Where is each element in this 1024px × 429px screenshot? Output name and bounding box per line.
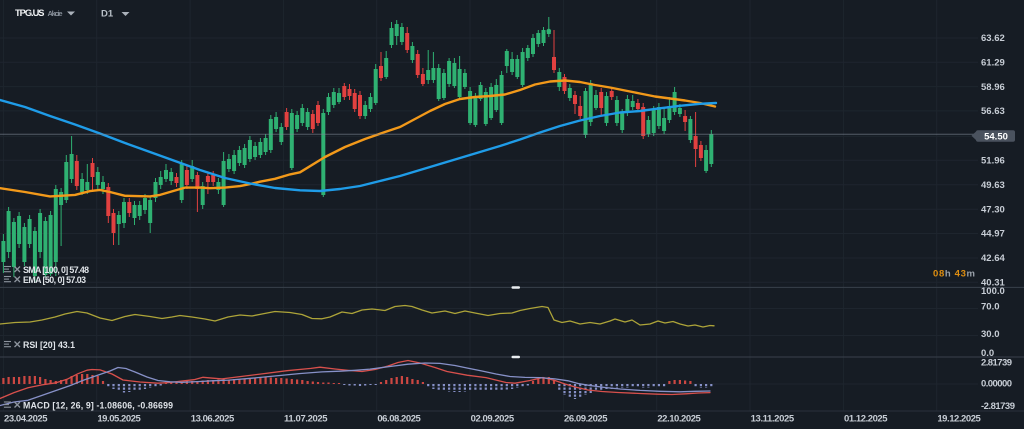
svg-text:47.30: 47.30: [981, 204, 1005, 215]
svg-text:61.29: 61.29: [981, 58, 1005, 69]
svg-text:26.09.2025: 26.09.2025: [564, 413, 608, 424]
svg-text:13.06.2025: 13.06.2025: [191, 413, 235, 424]
svg-text:42.64: 42.64: [981, 253, 1005, 264]
svg-text:63.62: 63.62: [981, 33, 1005, 44]
svg-text:19.05.2025: 19.05.2025: [97, 413, 141, 424]
svg-text:0.00000: 0.00000: [981, 379, 1012, 390]
svg-text:40.31: 40.31: [981, 278, 1005, 289]
svg-text:MACD [12, 26, 9] -1.08606, -0.: MACD [12, 26, 9] -1.08606, -0.86699: [23, 401, 173, 411]
svg-text:22.10.2025: 22.10.2025: [657, 413, 701, 424]
svg-text:58.96: 58.96: [981, 82, 1005, 93]
svg-text:EMA [50, 0] 57.03: EMA [50, 0] 57.03: [23, 275, 86, 285]
svg-text:19.12.2025: 19.12.2025: [937, 413, 981, 424]
svg-text:02.09.2025: 02.09.2025: [471, 413, 515, 424]
svg-text:23.04.2025: 23.04.2025: [4, 413, 48, 424]
svg-text:SMA [100, 0] 57.48: SMA [100, 0] 57.48: [23, 265, 89, 275]
svg-text:51.96: 51.96: [981, 156, 1005, 167]
svg-text:06.08.2025: 06.08.2025: [377, 413, 421, 424]
svg-text:100.0: 100.0: [981, 286, 1005, 297]
svg-text:54.50: 54.50: [984, 132, 1008, 143]
svg-text:49.63: 49.63: [981, 180, 1005, 191]
svg-text:13.11.2025: 13.11.2025: [751, 413, 795, 424]
svg-text:08h 43m: 08h 43m: [933, 269, 975, 280]
svg-text:30.0: 30.0: [981, 329, 1000, 340]
svg-text:70.0: 70.0: [981, 302, 1000, 313]
svg-text:TPG.US: TPG.US: [15, 8, 45, 18]
svg-text:RSI [20] 43.1: RSI [20] 43.1: [23, 340, 75, 350]
svg-text:44.97: 44.97: [981, 229, 1005, 240]
svg-text:56.63: 56.63: [981, 106, 1005, 117]
svg-text:0.0: 0.0: [981, 348, 994, 359]
svg-text:11.07.2025: 11.07.2025: [284, 413, 328, 424]
svg-text:2.81739: 2.81739: [981, 358, 1012, 369]
svg-text:Akcie: Akcie: [48, 9, 63, 18]
svg-text:-2.81739: -2.81739: [981, 401, 1015, 412]
svg-text:01.12.2025: 01.12.2025: [844, 413, 888, 424]
svg-text:D1: D1: [101, 8, 114, 19]
